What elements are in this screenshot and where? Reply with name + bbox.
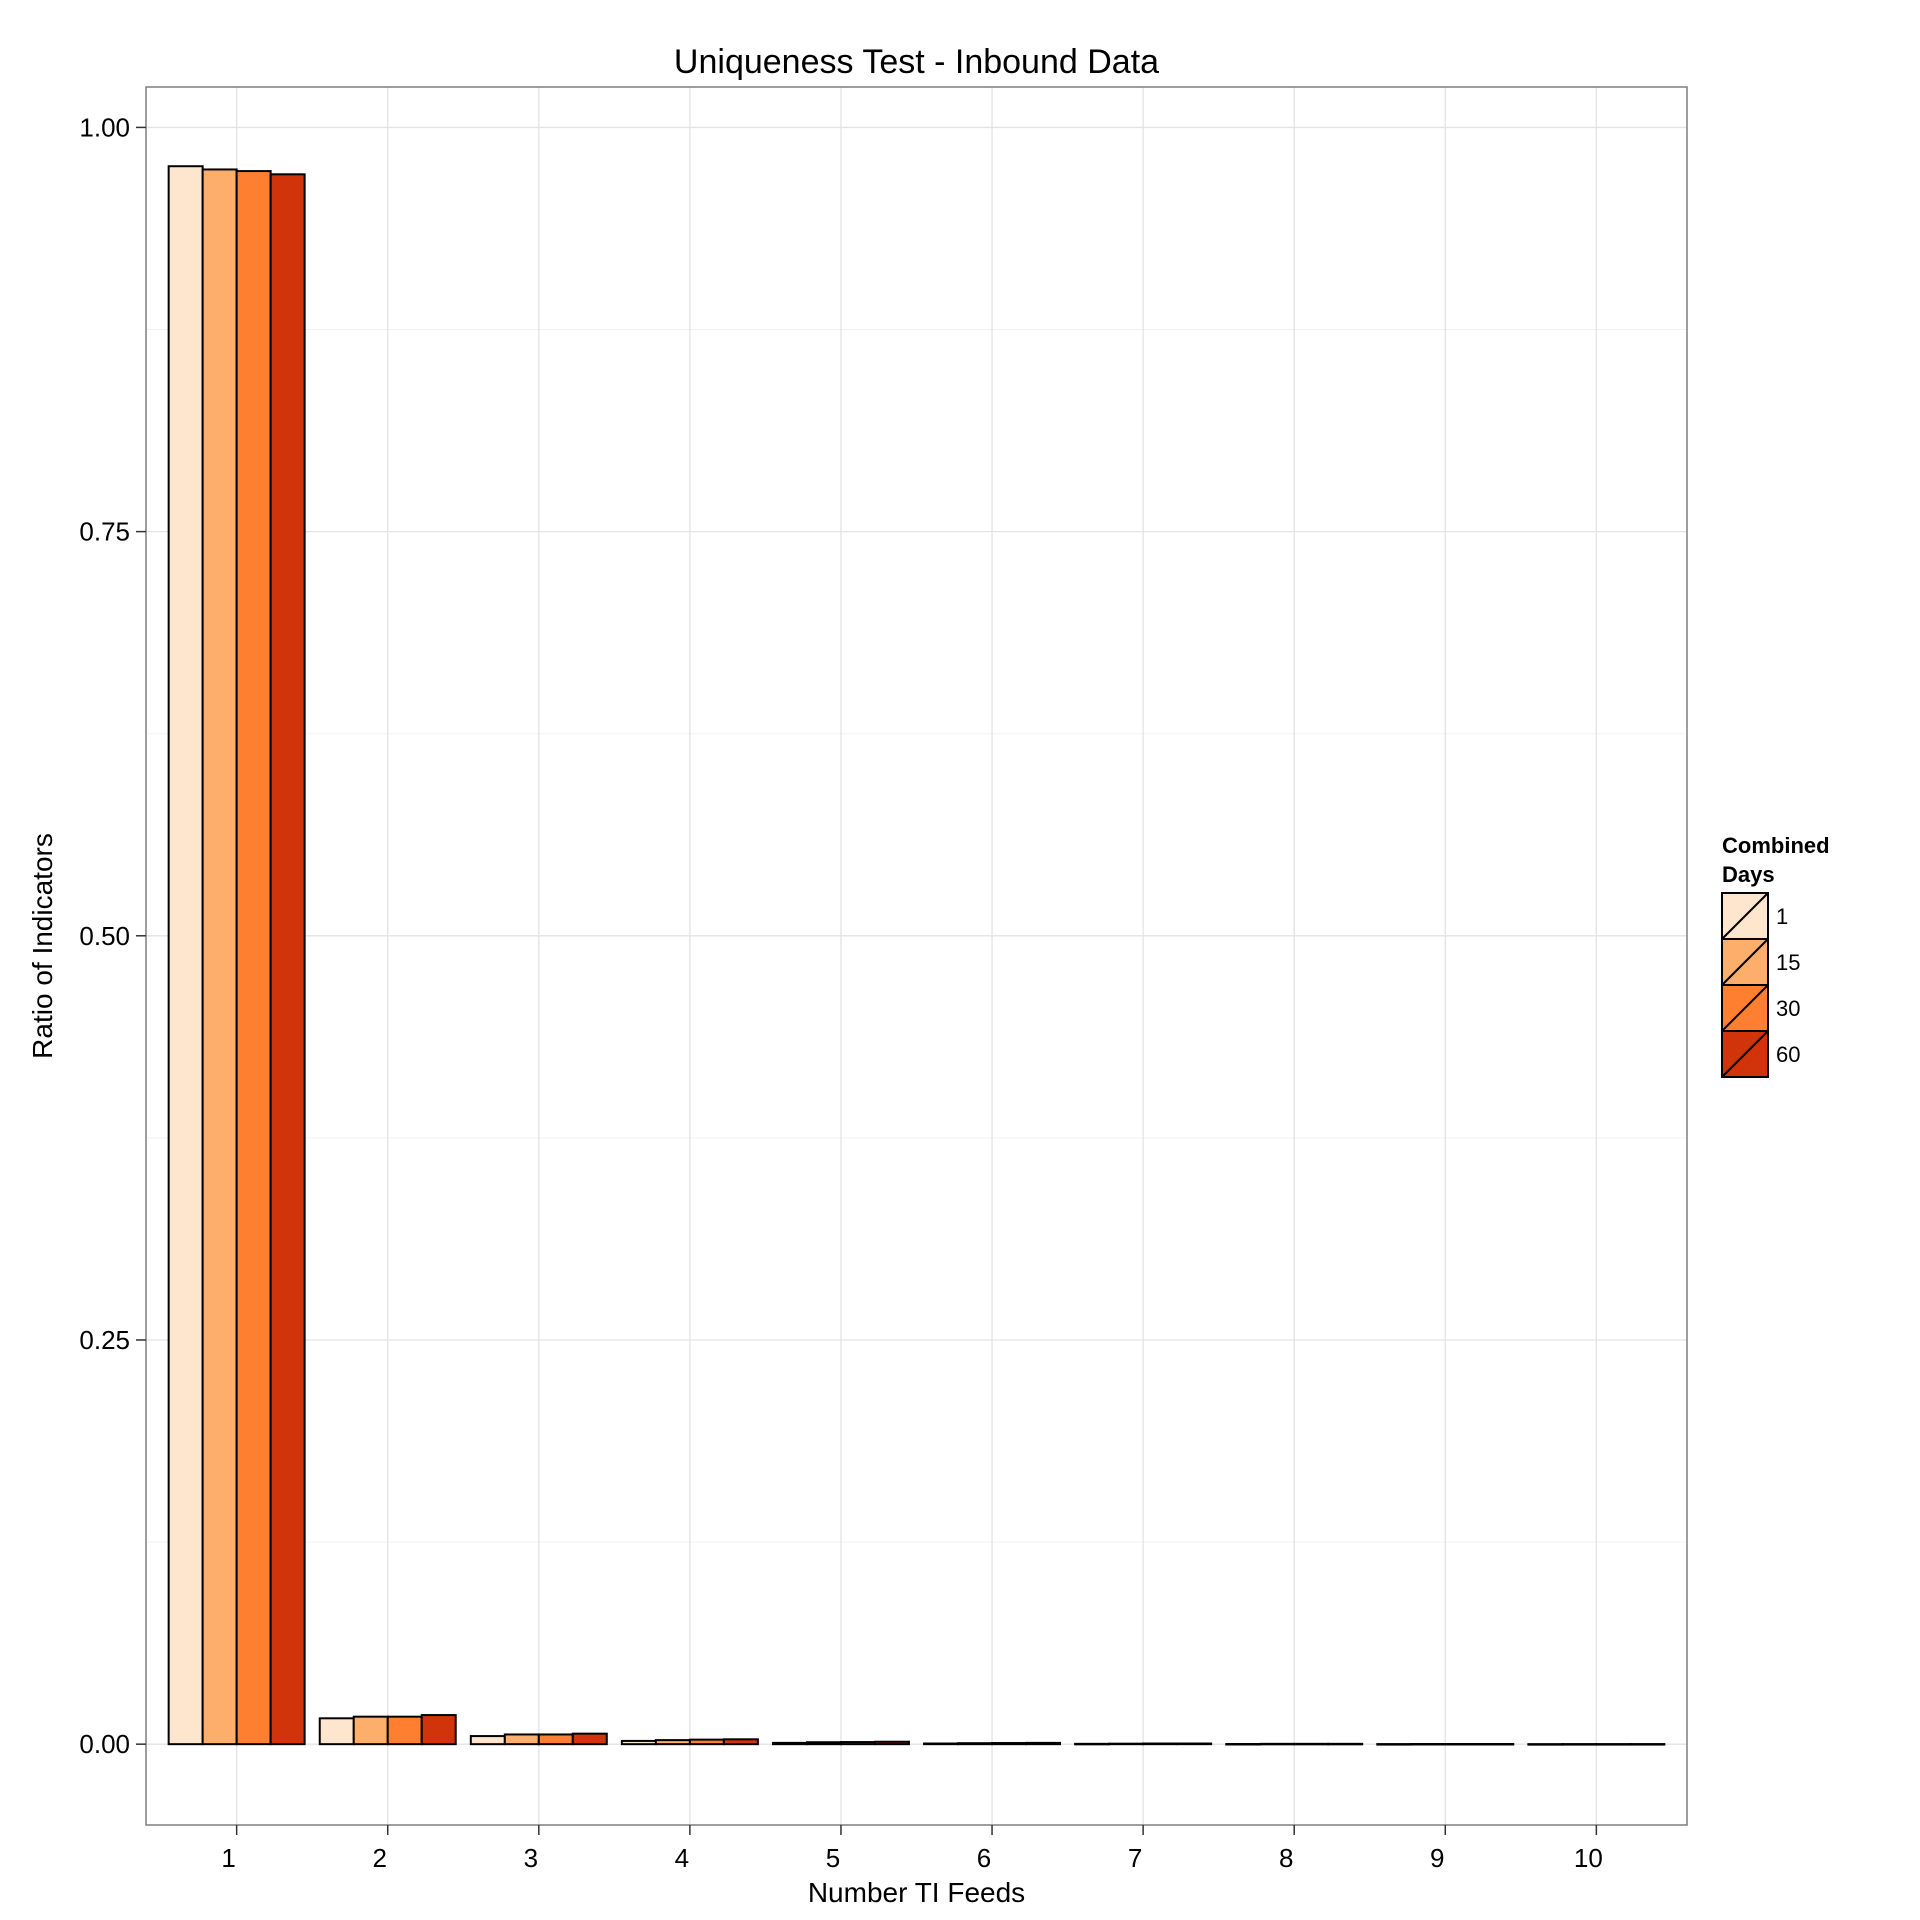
y-tick-label: 1.00 [79, 112, 130, 142]
y-axis-title: Ratio of Indicators [27, 833, 58, 1059]
bar [1108, 1742, 1145, 1746]
bar [839, 1741, 876, 1746]
bar [503, 1733, 540, 1746]
x-tick-label: 3 [524, 1843, 538, 1873]
grid-layer [146, 87, 1687, 1825]
bar [1376, 1743, 1413, 1746]
bar [571, 1732, 608, 1746]
bar [1444, 1743, 1481, 1746]
legend-key-slash [1721, 1030, 1769, 1078]
plot-panel-border [145, 86, 1688, 1826]
bar [1259, 1742, 1296, 1746]
bar [1527, 1743, 1564, 1746]
bar [1142, 1742, 1179, 1746]
bar [537, 1733, 574, 1746]
bar [420, 1714, 457, 1746]
bar [991, 1742, 1028, 1746]
y-tick-label: 0.00 [79, 1729, 130, 1759]
x-tick-label: 4 [675, 1843, 689, 1873]
x-tick-label: 5 [826, 1843, 840, 1873]
legend: Combined Days 1 15 30 60 [1721, 833, 1830, 1078]
bar [318, 1717, 355, 1746]
x-tick-label: 1 [221, 1843, 235, 1873]
legend-key-slash [1721, 892, 1769, 940]
bar [386, 1715, 423, 1746]
bars-layer [167, 165, 1666, 1746]
x-tick-label: 6 [977, 1843, 991, 1873]
bar [1225, 1743, 1262, 1746]
bar [1561, 1743, 1598, 1746]
bar [688, 1738, 725, 1746]
bar [1629, 1743, 1666, 1746]
bar [352, 1715, 389, 1746]
bar [957, 1742, 994, 1746]
legend-items: 1 15 30 60 [1721, 892, 1800, 1078]
legend-label: 30 [1776, 996, 1800, 1021]
bar [654, 1739, 691, 1746]
x-tick-label: 8 [1279, 1843, 1293, 1873]
bar [1293, 1742, 1330, 1746]
legend-title-line-2: Days [1722, 862, 1775, 887]
legend-label: 60 [1776, 1042, 1800, 1067]
x-tick-label: 2 [372, 1843, 386, 1873]
legend-title-line-1: Combined [1722, 833, 1830, 858]
bar [1327, 1742, 1364, 1746]
legend-label: 1 [1776, 904, 1788, 929]
bar [201, 168, 238, 1746]
bar [722, 1738, 759, 1746]
x-tick-label: 10 [1574, 1843, 1603, 1873]
bar [1595, 1743, 1632, 1746]
bar [1176, 1742, 1213, 1746]
bar [923, 1742, 960, 1746]
bar [269, 173, 306, 1746]
bar [1410, 1743, 1447, 1746]
bar [873, 1740, 910, 1746]
legend-key-slash [1721, 984, 1769, 1032]
bar [469, 1735, 506, 1746]
bar [620, 1739, 657, 1746]
chart-title: Uniqueness Test - Inbound Data [674, 43, 1159, 81]
x-axis-title: Number TI Feeds [808, 1877, 1025, 1908]
bar [1025, 1741, 1062, 1746]
bar [1478, 1743, 1515, 1746]
y-tick-label: 0.75 [79, 517, 130, 547]
bar [1074, 1742, 1111, 1746]
axes-layer: 0.00 0.25 0.50 0.75 1.00 1 2 3 4 5 6 7 8 9 10 [79, 112, 1602, 1873]
x-tick-label: 9 [1430, 1843, 1444, 1873]
y-tick-label: 0.25 [79, 1325, 130, 1355]
x-tick-label: 7 [1128, 1843, 1142, 1873]
bar [235, 170, 272, 1746]
bar [771, 1741, 808, 1746]
legend-key-slash [1721, 938, 1769, 986]
y-tick-label: 0.50 [79, 921, 130, 951]
legend-label: 15 [1776, 950, 1800, 975]
bar [167, 165, 204, 1746]
bar [805, 1741, 842, 1746]
